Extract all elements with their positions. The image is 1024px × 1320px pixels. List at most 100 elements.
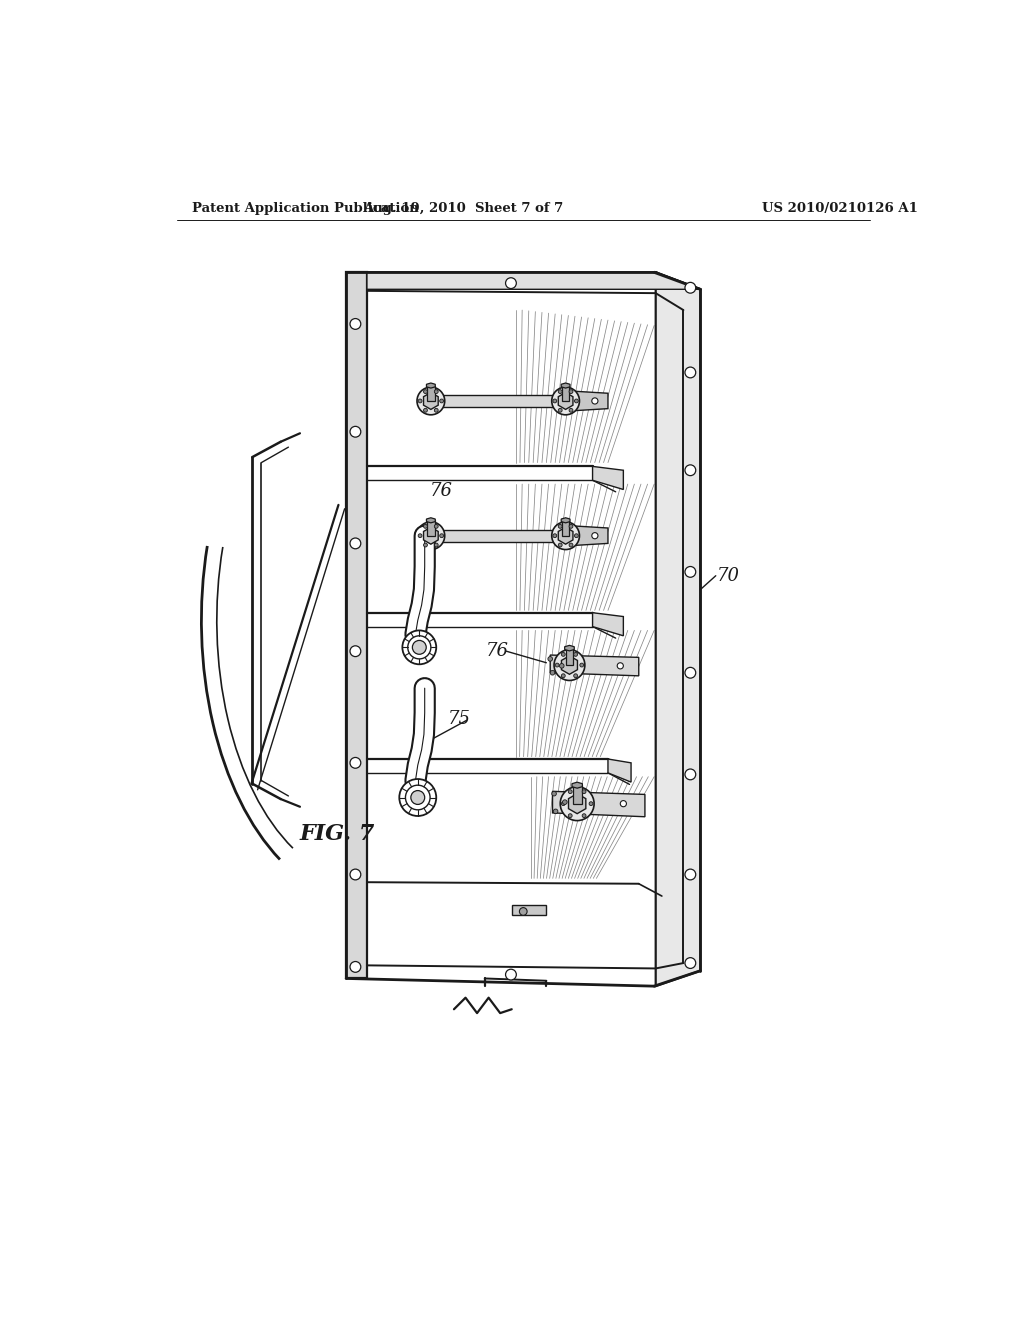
Polygon shape bbox=[655, 272, 700, 986]
Polygon shape bbox=[569, 391, 608, 411]
Circle shape bbox=[434, 543, 438, 546]
Circle shape bbox=[411, 791, 425, 804]
Circle shape bbox=[424, 543, 427, 546]
Polygon shape bbox=[553, 792, 645, 817]
Polygon shape bbox=[565, 648, 573, 665]
Polygon shape bbox=[561, 517, 570, 523]
Polygon shape bbox=[427, 385, 435, 401]
Circle shape bbox=[555, 663, 559, 667]
Circle shape bbox=[573, 673, 578, 677]
Circle shape bbox=[685, 465, 695, 475]
Circle shape bbox=[685, 367, 695, 378]
Circle shape bbox=[553, 399, 557, 403]
Polygon shape bbox=[562, 520, 569, 536]
Text: US 2010/0210126 A1: US 2010/0210126 A1 bbox=[762, 202, 918, 215]
Circle shape bbox=[418, 533, 422, 537]
Circle shape bbox=[685, 869, 695, 880]
Circle shape bbox=[439, 533, 443, 537]
Circle shape bbox=[592, 532, 598, 539]
Circle shape bbox=[406, 785, 430, 809]
Polygon shape bbox=[424, 392, 438, 409]
Polygon shape bbox=[608, 759, 631, 781]
Circle shape bbox=[413, 640, 426, 655]
Circle shape bbox=[417, 521, 444, 549]
Text: 75: 75 bbox=[447, 710, 471, 727]
Circle shape bbox=[434, 524, 438, 528]
Circle shape bbox=[424, 389, 427, 393]
Circle shape bbox=[552, 521, 580, 549]
Polygon shape bbox=[558, 392, 573, 409]
Polygon shape bbox=[572, 785, 582, 804]
Text: 76: 76 bbox=[486, 643, 509, 660]
Circle shape bbox=[550, 671, 555, 675]
Polygon shape bbox=[561, 656, 578, 675]
Circle shape bbox=[685, 668, 695, 678]
Polygon shape bbox=[427, 395, 569, 407]
Polygon shape bbox=[564, 645, 574, 651]
Circle shape bbox=[569, 389, 572, 393]
Polygon shape bbox=[593, 466, 624, 490]
Circle shape bbox=[506, 277, 516, 289]
Polygon shape bbox=[426, 383, 435, 388]
Polygon shape bbox=[512, 906, 547, 915]
Polygon shape bbox=[424, 527, 438, 544]
Circle shape bbox=[621, 800, 627, 807]
Circle shape bbox=[560, 787, 594, 821]
Circle shape bbox=[399, 779, 436, 816]
Circle shape bbox=[350, 645, 360, 656]
Circle shape bbox=[552, 387, 580, 414]
Circle shape bbox=[434, 408, 438, 412]
Circle shape bbox=[568, 813, 572, 817]
Circle shape bbox=[685, 282, 695, 293]
Circle shape bbox=[562, 800, 567, 804]
Circle shape bbox=[685, 958, 695, 969]
Polygon shape bbox=[561, 383, 570, 388]
Circle shape bbox=[350, 426, 360, 437]
Polygon shape bbox=[568, 793, 586, 813]
Polygon shape bbox=[367, 272, 700, 289]
Circle shape bbox=[350, 869, 360, 880]
Circle shape bbox=[558, 408, 562, 412]
Circle shape bbox=[519, 908, 527, 915]
Polygon shape bbox=[550, 655, 639, 676]
Circle shape bbox=[561, 673, 565, 677]
Circle shape bbox=[589, 801, 593, 805]
Circle shape bbox=[424, 408, 427, 412]
Circle shape bbox=[561, 801, 565, 805]
Text: FIG. 7: FIG. 7 bbox=[300, 824, 376, 846]
Circle shape bbox=[558, 543, 562, 546]
Circle shape bbox=[561, 652, 565, 656]
Circle shape bbox=[402, 631, 436, 664]
Circle shape bbox=[569, 524, 572, 528]
Circle shape bbox=[439, 399, 443, 403]
Circle shape bbox=[424, 524, 427, 528]
Circle shape bbox=[617, 663, 624, 669]
Polygon shape bbox=[593, 612, 624, 636]
Circle shape bbox=[553, 809, 558, 813]
Polygon shape bbox=[427, 520, 435, 536]
Circle shape bbox=[583, 789, 586, 793]
Circle shape bbox=[418, 399, 422, 403]
Polygon shape bbox=[426, 517, 435, 523]
Circle shape bbox=[583, 813, 586, 817]
Text: 70: 70 bbox=[717, 566, 740, 585]
Circle shape bbox=[558, 524, 562, 528]
Circle shape bbox=[685, 770, 695, 780]
Text: Aug. 19, 2010  Sheet 7 of 7: Aug. 19, 2010 Sheet 7 of 7 bbox=[364, 202, 563, 215]
Circle shape bbox=[569, 408, 572, 412]
Circle shape bbox=[417, 387, 444, 414]
Polygon shape bbox=[427, 529, 569, 543]
Text: 76: 76 bbox=[429, 482, 453, 500]
Circle shape bbox=[548, 656, 553, 661]
Circle shape bbox=[580, 663, 584, 667]
Circle shape bbox=[553, 533, 557, 537]
Circle shape bbox=[506, 969, 516, 979]
Circle shape bbox=[552, 792, 556, 796]
Polygon shape bbox=[562, 385, 569, 401]
Circle shape bbox=[592, 397, 598, 404]
Circle shape bbox=[573, 652, 578, 656]
Circle shape bbox=[350, 758, 360, 768]
Circle shape bbox=[685, 566, 695, 577]
Circle shape bbox=[559, 664, 564, 668]
Polygon shape bbox=[572, 783, 583, 788]
